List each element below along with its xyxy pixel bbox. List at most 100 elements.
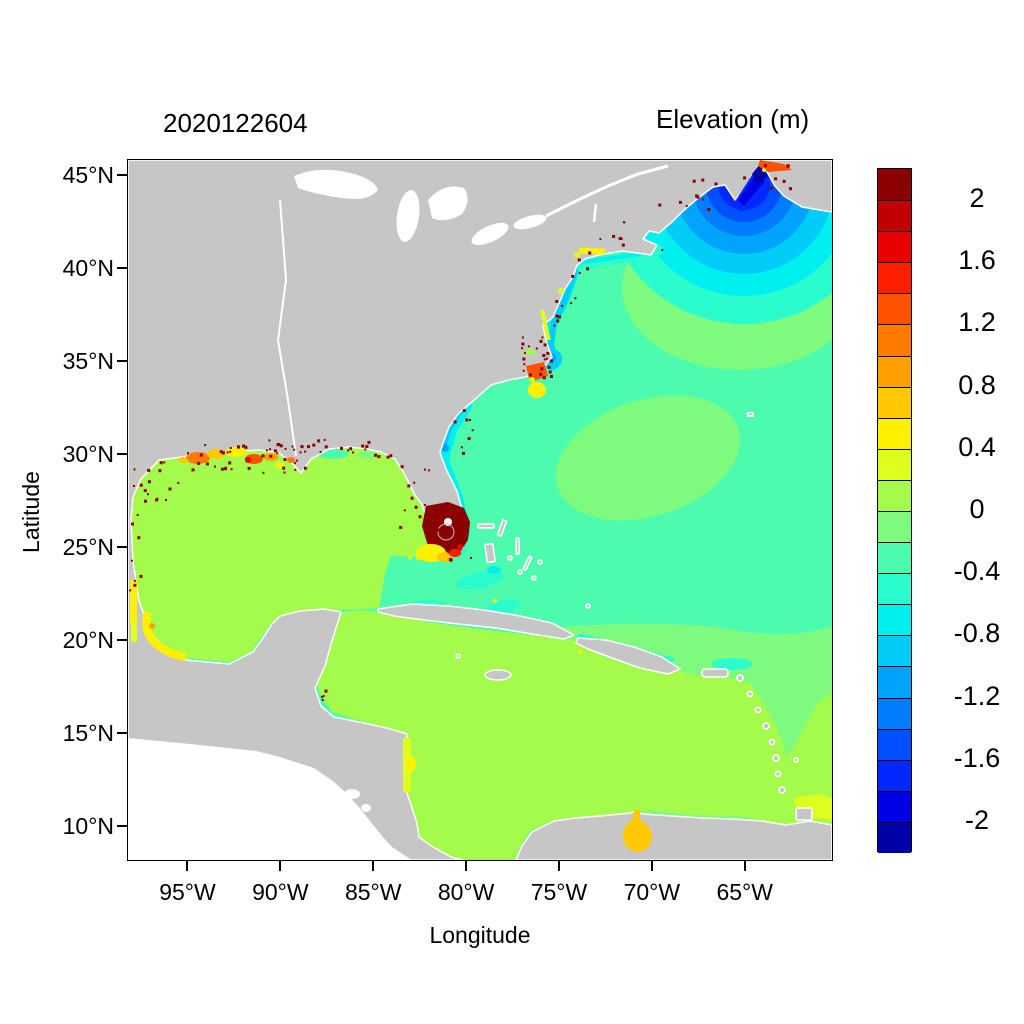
surge-speckle <box>414 505 418 509</box>
bay-of-fundy-wedge <box>732 164 768 212</box>
colorbar-tick-label: 0.8 <box>958 369 996 400</box>
y-tick <box>117 825 127 828</box>
surge-speckle <box>433 539 436 542</box>
surge-speckle <box>449 540 453 544</box>
pamlico-surge-patch <box>524 349 548 398</box>
surge-speckle <box>147 468 151 472</box>
surge-speckle <box>300 445 304 449</box>
colorbar-tick-label: 1.2 <box>958 307 996 338</box>
surge-speckle <box>282 466 286 470</box>
surge-speckle <box>187 452 189 455</box>
surge-speckle <box>219 450 223 454</box>
surge-speckle <box>322 695 325 697</box>
jamaica-island <box>484 669 512 681</box>
colorbar-segment <box>878 386 911 418</box>
surge-speckle <box>424 503 427 506</box>
lake-okeechobee <box>444 518 452 526</box>
surge-speckle <box>133 579 136 582</box>
campeche-fringe <box>142 610 187 661</box>
y-tick <box>117 639 127 642</box>
surge-speckle <box>374 453 378 457</box>
maracaibo-hotspot <box>622 810 652 852</box>
x-tick <box>372 861 375 871</box>
surge-speckle <box>269 448 272 451</box>
surge-speckle <box>460 446 463 449</box>
colorbar-title: Elevation (m) <box>656 104 810 134</box>
y-tick-label: 10°N <box>62 813 114 840</box>
puerto-rico-island <box>701 668 729 678</box>
surge-speckle <box>324 445 328 449</box>
surge-speckle <box>470 557 472 559</box>
y-tick <box>117 173 127 176</box>
surge-speckle <box>522 357 526 361</box>
surge-speckle <box>367 440 371 444</box>
surge-speckle <box>618 237 622 240</box>
y-tick-label: 30°N <box>62 441 114 468</box>
surge-speckle <box>147 493 149 496</box>
surge-speckle <box>774 177 778 181</box>
surge-speckle <box>448 558 452 561</box>
colorbar-segment <box>878 262 911 294</box>
surge-speckle <box>701 178 705 182</box>
colorbar-tick-label: 1.6 <box>958 245 996 276</box>
surge-speckle <box>229 450 232 453</box>
x-tick-label: 80°W <box>437 879 495 905</box>
colorbar-tick-label: -0.4 <box>953 556 1001 587</box>
colorbar-segment <box>878 635 911 667</box>
lesser-antilles-islands <box>736 674 799 794</box>
y-axis-label: Latitude <box>18 471 44 553</box>
surge-speckle <box>521 347 524 350</box>
surge-speckle <box>621 243 625 247</box>
lake-superior <box>294 169 378 199</box>
surge-speckle <box>262 471 265 474</box>
surge-speckle <box>191 468 195 472</box>
x-tick-label: 85°W <box>344 879 402 905</box>
colorbar-segment <box>878 169 911 201</box>
surge-speckle <box>244 445 248 449</box>
surge-speckle <box>226 451 229 454</box>
surge-speckle <box>197 461 201 465</box>
y-tick <box>117 360 127 363</box>
surge-speckle <box>523 363 526 366</box>
colorbar-tick-label: 0 <box>969 494 985 524</box>
surge-speckle <box>279 444 283 448</box>
surge-speckle <box>131 522 134 526</box>
y-tick-label: 20°N <box>62 627 114 654</box>
surge-speckle <box>543 343 547 347</box>
surge-speckle <box>307 445 310 449</box>
surge-speckle <box>349 447 353 451</box>
surge-speckle <box>549 359 553 363</box>
colorbar-segment <box>878 448 911 480</box>
y-tick <box>117 453 127 456</box>
y-tick-label: 35°N <box>62 348 114 375</box>
surge-speckle <box>221 451 225 455</box>
surge-speckle <box>743 176 747 180</box>
surge-speckle <box>168 487 172 491</box>
surge-speckle <box>702 198 704 201</box>
x-tick <box>465 861 468 871</box>
surge-speckle <box>129 589 132 592</box>
x-tick <box>557 861 560 871</box>
surge-speckle <box>147 480 151 484</box>
x-tick-label: 65°W <box>716 879 773 905</box>
surge-speckle <box>413 481 416 484</box>
surge-speckle <box>361 444 365 448</box>
y-tick-label: 40°N <box>62 254 114 281</box>
surge-speckle <box>304 450 307 453</box>
surge-speckle <box>293 448 296 451</box>
land-layer <box>128 160 832 860</box>
surge-speckle <box>261 454 265 458</box>
surge-speckle <box>386 455 390 459</box>
surge-speckle <box>782 179 786 183</box>
colorbar-segment <box>878 479 911 511</box>
surge-speckle <box>177 481 180 484</box>
surge-speckle <box>558 315 561 319</box>
surge-speckle <box>291 445 294 448</box>
surge-speckle <box>447 551 450 554</box>
surge-speckle <box>561 304 564 307</box>
surge-speckle <box>213 465 216 468</box>
surge-speckle <box>237 445 240 449</box>
x-tick <box>279 861 282 871</box>
colorbar-segment <box>878 759 911 791</box>
surge-speckle <box>139 483 143 487</box>
